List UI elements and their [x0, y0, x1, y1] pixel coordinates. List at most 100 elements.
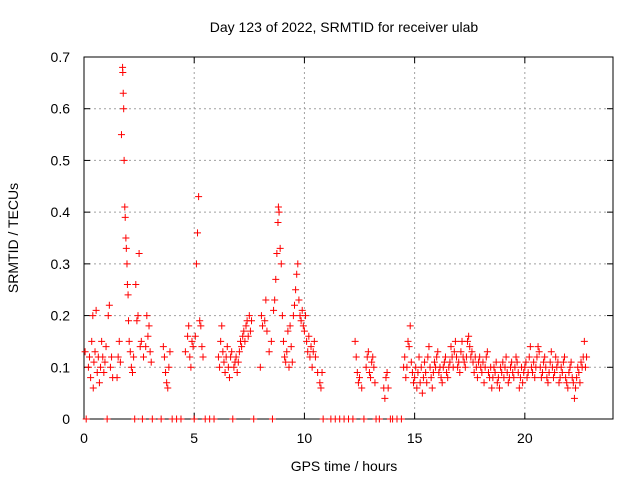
data-point	[575, 368, 583, 376]
x-tick-label: 20	[517, 430, 533, 446]
data-point	[360, 415, 368, 423]
data-point	[210, 415, 218, 423]
data-point	[570, 394, 578, 402]
data-point	[522, 358, 530, 366]
data-point	[484, 368, 492, 376]
data-point	[384, 384, 392, 392]
data-point	[93, 368, 101, 376]
data-point	[98, 337, 106, 345]
data-point	[194, 229, 202, 237]
data-point	[297, 317, 305, 325]
data-point	[199, 353, 207, 361]
data-point	[159, 343, 167, 351]
data-point	[92, 306, 100, 314]
data-point	[479, 358, 487, 366]
data-point	[515, 384, 523, 392]
data-point	[356, 374, 364, 382]
data-point	[543, 374, 551, 382]
data-point	[196, 317, 204, 325]
y-tick-label: 0.6	[51, 101, 71, 117]
data-point	[274, 203, 282, 211]
x-axis-label: GPS time / hours	[291, 458, 398, 474]
data-point	[132, 281, 140, 289]
data-point	[540, 358, 548, 366]
data-point	[483, 348, 491, 356]
data-point	[273, 250, 281, 258]
data-point	[138, 415, 146, 423]
data-point	[407, 358, 415, 366]
data-point	[190, 415, 198, 423]
data-point	[305, 332, 313, 340]
data-point	[555, 379, 563, 387]
data-point	[91, 348, 99, 356]
data-point	[428, 384, 436, 392]
data-point	[381, 394, 389, 402]
x-tick-label: 5	[190, 430, 198, 446]
data-point	[464, 337, 472, 345]
data-point	[145, 322, 153, 330]
data-point	[421, 358, 429, 366]
data-point	[95, 379, 103, 387]
data-point	[115, 337, 123, 345]
chart-title: Day 123 of 2022, SRMTID for receiver ula…	[210, 19, 479, 35]
data-point	[97, 363, 105, 371]
data-point	[572, 384, 580, 392]
data-point	[106, 363, 114, 371]
data-point	[307, 343, 315, 351]
data-point	[523, 374, 531, 382]
data-point	[257, 312, 265, 320]
data-point	[569, 379, 577, 387]
data-point	[128, 368, 136, 376]
data-point	[470, 368, 478, 376]
data-point	[228, 348, 236, 356]
data-point	[552, 353, 560, 361]
data-point	[488, 384, 496, 392]
data-point	[218, 322, 226, 330]
data-point	[256, 363, 264, 371]
data-point	[192, 260, 200, 268]
data-point	[120, 105, 128, 113]
data-point	[583, 353, 591, 361]
data-point	[309, 348, 317, 356]
data-point	[108, 353, 116, 361]
data-point	[223, 343, 231, 351]
data-point	[456, 368, 464, 376]
data-point	[476, 353, 484, 361]
data-point	[446, 358, 454, 366]
data-point	[317, 384, 325, 392]
data-point	[415, 353, 423, 361]
data-point	[533, 353, 541, 361]
data-point	[311, 353, 319, 361]
data-point	[414, 368, 422, 376]
data-point	[504, 379, 512, 387]
data-point	[473, 374, 481, 382]
data-point	[511, 363, 519, 371]
data-point	[438, 379, 446, 387]
data-point	[466, 343, 474, 351]
data-point	[352, 353, 360, 361]
data-point	[144, 332, 152, 340]
y-axis-label: SRMTID / TECUs	[5, 183, 21, 293]
data-point	[513, 358, 521, 366]
data-point	[450, 348, 458, 356]
data-point	[235, 348, 243, 356]
data-point	[558, 368, 566, 376]
data-point	[146, 348, 154, 356]
data-point	[535, 348, 543, 356]
data-point	[413, 384, 421, 392]
data-point	[101, 358, 109, 366]
data-point	[525, 353, 533, 361]
data-point	[451, 337, 459, 345]
data-point	[184, 332, 192, 340]
data-point	[371, 379, 379, 387]
data-point	[119, 89, 127, 97]
data-point	[261, 317, 269, 325]
data-point	[294, 260, 302, 268]
data-point	[422, 368, 430, 376]
data-point	[551, 368, 559, 376]
data-point	[230, 363, 238, 371]
data-point	[541, 353, 549, 361]
data-point	[127, 363, 135, 371]
data-point	[402, 374, 410, 382]
y-tick-label: 0.3	[51, 256, 71, 272]
